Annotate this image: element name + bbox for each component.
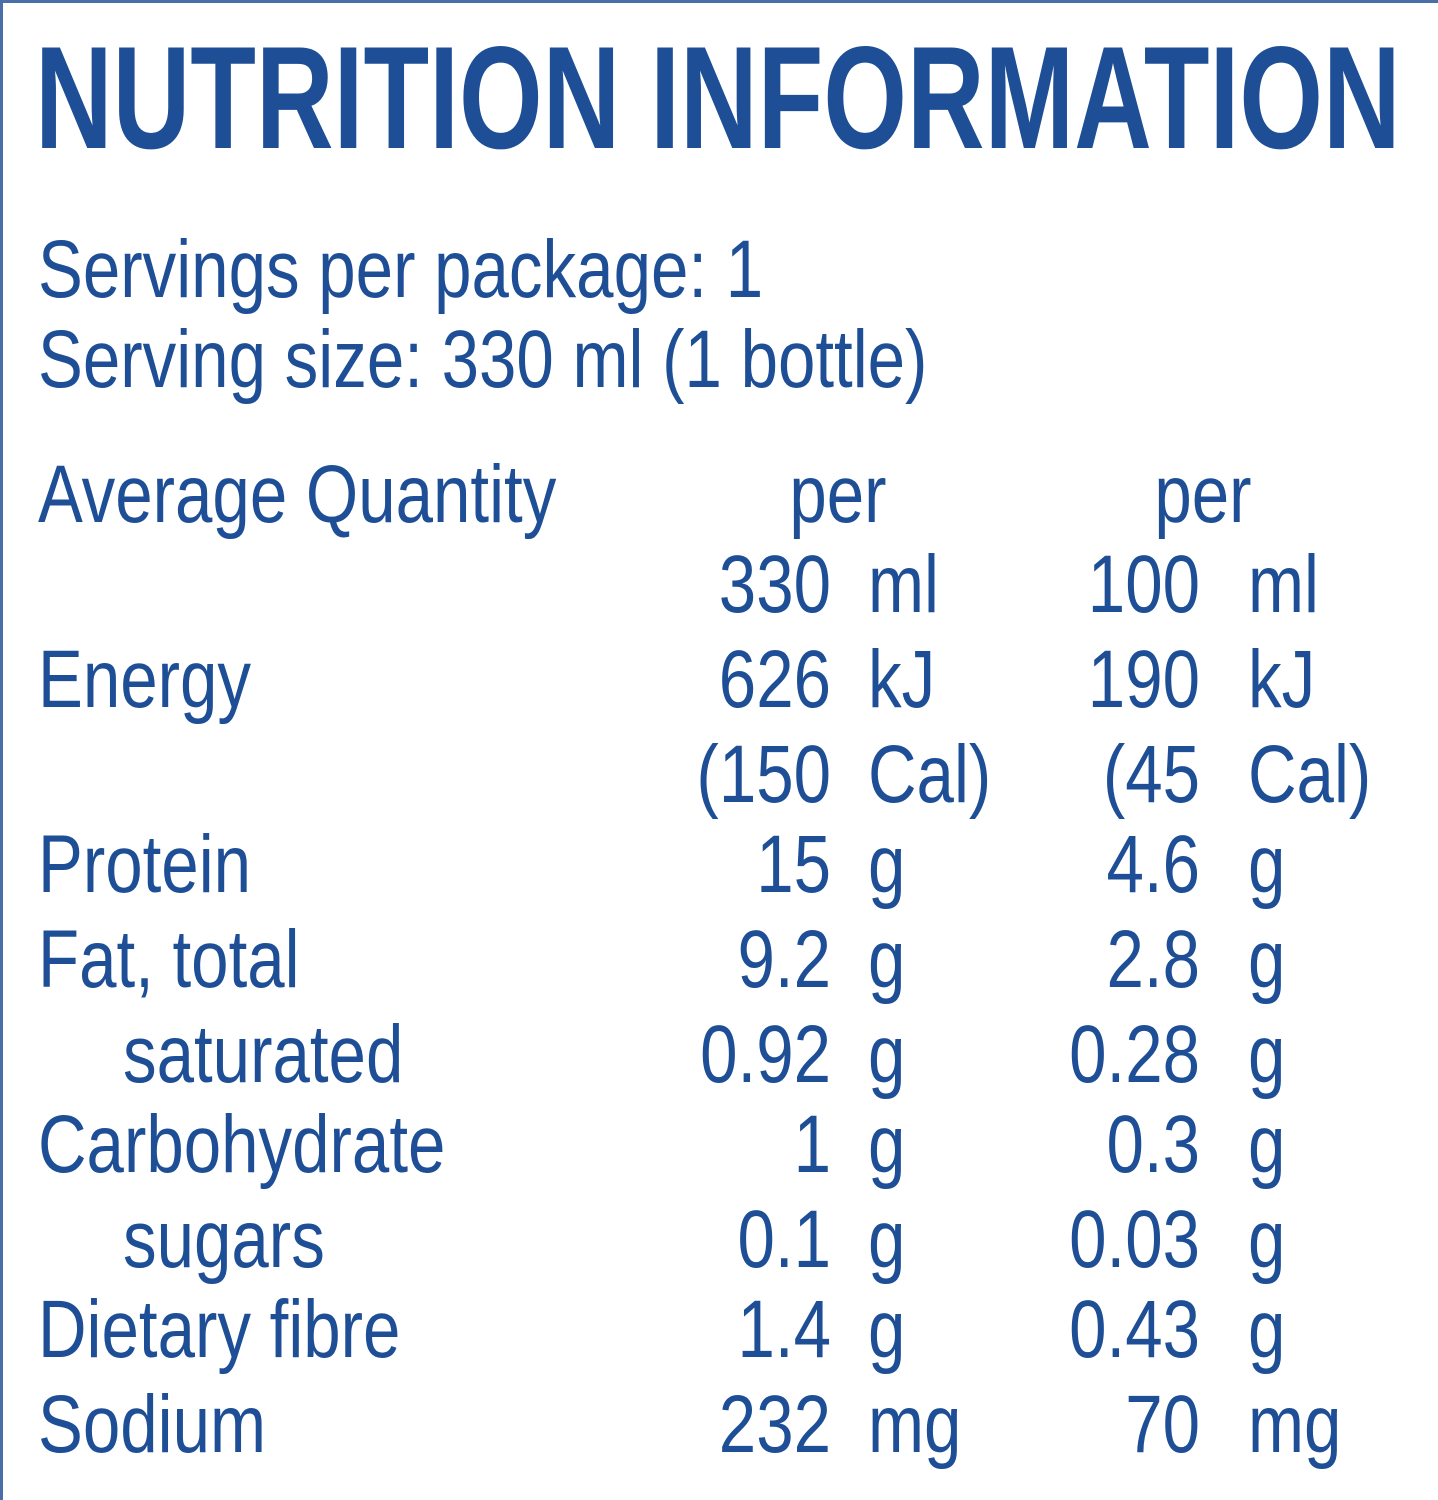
column-header-serving-amount: 330	[718, 539, 832, 630]
column-header-serving-unit: ml	[867, 539, 939, 630]
column-header-per-serving: per	[789, 449, 887, 540]
nutrient-value-per-serving: 15	[756, 819, 832, 910]
column-header-per-100ml: per	[1154, 449, 1252, 540]
nutrient-unit: g	[1247, 819, 1286, 910]
column-header-100-unit: ml	[1247, 539, 1319, 630]
energy-kj-per-serving: 626	[718, 634, 832, 725]
nutrient-unit: g	[867, 1284, 906, 1375]
serving-size: Serving size: 330 ml (1 bottle)	[37, 314, 928, 405]
nutrient-value-per-serving: 0.1	[737, 1194, 832, 1285]
nutrient-label-dietary-fibre: Dietary fibre	[37, 1284, 401, 1375]
nutrient-value-per-100ml: 2.8	[1106, 914, 1201, 1005]
nutrient-unit: g	[1247, 1009, 1286, 1100]
nutrient-value-per-100ml: 4.6	[1106, 819, 1201, 910]
nutrient-unit: g	[1247, 914, 1286, 1005]
energy-kj-unit: kJ	[1247, 634, 1316, 725]
nutrient-unit: mg	[867, 1379, 962, 1470]
energy-cal-per-serving: (150	[696, 729, 832, 820]
nutrient-unit: g	[867, 1099, 906, 1190]
nutrient-unit: g	[867, 819, 906, 910]
nutrient-value-per-serving: 232	[718, 1379, 832, 1470]
nutrient-unit: g	[867, 1194, 906, 1285]
nutrient-unit: mg	[1247, 1379, 1342, 1470]
column-header-label: Average Quantity	[37, 449, 557, 540]
panel-title: NUTRITION INFORMATION	[35, 16, 1401, 179]
servings-per-package: Servings per package: 1	[37, 224, 764, 315]
nutrient-value-per-100ml: 0.03	[1069, 1194, 1201, 1285]
panel-body: Servings per package: 1 Serving size: 330…	[3, 3, 1438, 1500]
nutrient-unit: g	[867, 1009, 906, 1100]
nutrient-value-per-serving: 0.92	[700, 1009, 832, 1100]
nutrient-label-energy: Energy	[37, 634, 252, 725]
energy-cal-per-100ml: (45	[1102, 729, 1201, 820]
nutrient-value-per-serving: 1	[793, 1099, 832, 1190]
nutrient-value-per-100ml: 0.43	[1069, 1284, 1201, 1375]
nutrient-value-per-100ml: 0.28	[1069, 1009, 1201, 1100]
nutrient-unit: g	[867, 914, 906, 1005]
nutrient-unit: g	[1247, 1194, 1286, 1285]
energy-kj-unit: kJ	[867, 634, 936, 725]
nutrient-value-per-serving: 1.4	[737, 1284, 832, 1375]
nutrient-label-fat-total: Fat, total	[37, 914, 300, 1005]
nutrient-value-per-100ml: 0.3	[1106, 1099, 1201, 1190]
energy-cal-unit: Cal)	[867, 729, 992, 820]
energy-cal-unit: Cal)	[1247, 729, 1372, 820]
nutrient-value-per-serving: 9.2	[737, 914, 832, 1005]
nutrient-unit: g	[1247, 1099, 1286, 1190]
column-header-100-amount: 100	[1087, 539, 1201, 630]
nutrient-label-carbohydrate: Carbohydrate	[37, 1099, 446, 1190]
nutrient-label-protein: Protein	[37, 819, 252, 910]
nutrient-value-per-100ml: 70	[1125, 1379, 1201, 1470]
nutrient-unit: g	[1247, 1284, 1286, 1375]
nutrient-label-sodium: Sodium	[37, 1379, 266, 1470]
nutrient-label-sugars: sugars	[122, 1194, 325, 1285]
energy-kj-per-100ml: 190	[1087, 634, 1201, 725]
nutrient-label-saturated: saturated	[122, 1009, 404, 1100]
